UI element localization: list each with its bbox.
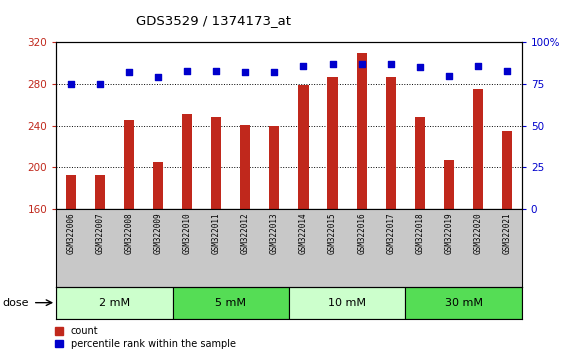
Point xyxy=(503,68,512,74)
Point xyxy=(211,68,220,74)
Text: GSM322009: GSM322009 xyxy=(154,213,163,255)
Bar xyxy=(385,77,396,209)
Bar xyxy=(240,125,250,209)
Text: GSM322008: GSM322008 xyxy=(125,213,134,255)
Bar xyxy=(357,53,367,209)
Point xyxy=(241,70,250,75)
Point xyxy=(299,63,308,69)
Text: dose: dose xyxy=(3,298,29,308)
Text: GSM322019: GSM322019 xyxy=(444,213,453,255)
Bar xyxy=(328,77,338,209)
Text: 10 mM: 10 mM xyxy=(328,298,366,308)
Text: GSM322015: GSM322015 xyxy=(328,213,337,255)
Point xyxy=(357,61,366,67)
Point xyxy=(66,81,75,87)
Text: GSM322006: GSM322006 xyxy=(66,213,75,255)
Text: GSM322014: GSM322014 xyxy=(299,213,308,255)
Point xyxy=(328,61,337,67)
Text: GSM322007: GSM322007 xyxy=(95,213,104,255)
Text: 5 mM: 5 mM xyxy=(215,298,246,308)
Point xyxy=(444,73,453,79)
Text: GSM322012: GSM322012 xyxy=(241,213,250,255)
Point xyxy=(473,63,482,69)
Bar xyxy=(211,117,221,209)
Point xyxy=(154,75,163,80)
Text: GSM322010: GSM322010 xyxy=(182,213,191,255)
Text: GSM322021: GSM322021 xyxy=(503,213,512,255)
Text: GSM322018: GSM322018 xyxy=(415,213,424,255)
Point xyxy=(415,64,424,70)
Bar xyxy=(289,287,405,319)
Bar xyxy=(153,162,163,209)
Legend: count, percentile rank within the sample: count, percentile rank within the sample xyxy=(56,326,236,349)
Text: 30 mM: 30 mM xyxy=(444,298,482,308)
Text: GSM322011: GSM322011 xyxy=(211,213,220,255)
Bar xyxy=(56,287,173,319)
Text: GSM322017: GSM322017 xyxy=(387,213,396,255)
Text: 2 mM: 2 mM xyxy=(99,298,130,308)
Point xyxy=(387,61,396,67)
Point xyxy=(182,68,191,74)
Text: GDS3529 / 1374173_at: GDS3529 / 1374173_at xyxy=(136,14,291,27)
Bar xyxy=(95,175,105,209)
Bar xyxy=(66,175,76,209)
Point xyxy=(95,81,104,87)
Bar xyxy=(298,85,309,209)
Text: GSM322020: GSM322020 xyxy=(473,213,482,255)
Bar xyxy=(269,126,279,209)
Text: GSM322016: GSM322016 xyxy=(357,213,366,255)
Point xyxy=(270,70,279,75)
Bar xyxy=(415,117,425,209)
Text: GSM322013: GSM322013 xyxy=(270,213,279,255)
Bar xyxy=(444,160,454,209)
Bar xyxy=(502,131,512,209)
Bar xyxy=(182,114,192,209)
Bar xyxy=(124,120,134,209)
Bar xyxy=(473,89,483,209)
Bar xyxy=(405,287,522,319)
Point xyxy=(125,70,134,75)
Bar xyxy=(173,287,289,319)
